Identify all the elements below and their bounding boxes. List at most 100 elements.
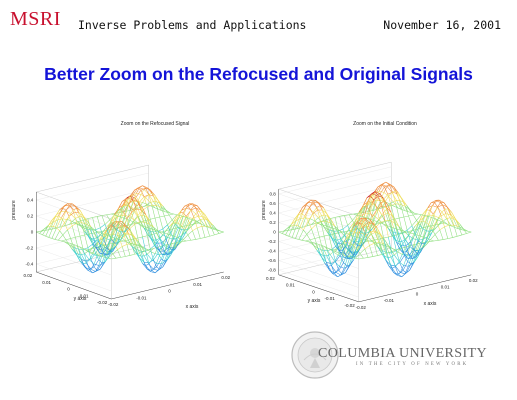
- mesh-line: [444, 222, 449, 225]
- mesh-line: [146, 206, 151, 220]
- mesh-line: [431, 200, 436, 203]
- mesh-line: [200, 218, 204, 220]
- mesh-line: [192, 213, 196, 219]
- mesh-line: [330, 218, 334, 232]
- mesh-line: [351, 243, 356, 256]
- mesh-line: [379, 193, 384, 198]
- mesh-line: [408, 263, 414, 267]
- mesh-line: [89, 237, 93, 244]
- mesh-line: [73, 208, 77, 210]
- mesh-line: [153, 195, 159, 201]
- mesh-line: [158, 245, 163, 248]
- mesh-line: [299, 226, 304, 231]
- mesh-line: [379, 234, 384, 244]
- mesh-line: [109, 249, 114, 255]
- mesh-line: [378, 242, 384, 244]
- mesh-line: [398, 254, 403, 262]
- mesh-line: [109, 237, 115, 252]
- mesh-line: [325, 218, 331, 221]
- mesh-line: [329, 270, 334, 275]
- mesh-line: [192, 227, 198, 232]
- mesh-line: [446, 206, 451, 215]
- mesh-line: [81, 254, 87, 264]
- mesh-line: [134, 250, 139, 255]
- mesh-line: [388, 236, 392, 253]
- mesh-line: [164, 244, 168, 255]
- mesh-line: [98, 256, 103, 266]
- mesh-line: [84, 266, 89, 271]
- mesh-line: [416, 220, 421, 226]
- mesh-line: [136, 244, 140, 247]
- x-tick-label: -0.01: [384, 298, 395, 303]
- mesh-line: [384, 255, 388, 258]
- mesh-line: [87, 248, 92, 252]
- mesh-line: [309, 207, 314, 215]
- mesh-line: [167, 212, 171, 214]
- mesh-line: [354, 232, 359, 234]
- mesh-line: [87, 244, 93, 248]
- mesh-line: [204, 214, 209, 221]
- mesh-line: [156, 205, 160, 218]
- mesh-line: [131, 220, 135, 225]
- mesh-line: [421, 214, 425, 216]
- z-tick-label: 0.2: [269, 220, 276, 225]
- mesh-line: [308, 202, 313, 210]
- mesh-line: [62, 234, 67, 240]
- mesh-line: [347, 220, 353, 226]
- plot-title: Zoom on the Refocused Signal: [121, 121, 190, 127]
- mesh-line: [165, 247, 170, 254]
- mesh-line: [110, 239, 115, 250]
- mesh-line: [182, 234, 189, 240]
- mesh-line: [292, 220, 297, 230]
- mesh-line: [200, 209, 204, 217]
- mesh-line: [56, 209, 60, 215]
- mesh-line: [346, 264, 351, 267]
- mesh-line: [178, 210, 182, 219]
- mesh-line: [146, 233, 151, 238]
- mesh-line: [409, 209, 415, 214]
- mesh-line: [187, 216, 193, 219]
- mesh-line: [145, 220, 150, 231]
- mesh-line: [297, 218, 302, 229]
- mesh-line: [354, 231, 359, 236]
- plot-title: Zoom on the Initial Condition: [353, 121, 417, 127]
- mesh-line: [109, 228, 114, 241]
- mesh-line: [107, 250, 112, 258]
- mesh-line: [371, 191, 376, 194]
- mesh-line: [295, 238, 299, 240]
- mesh-line: [318, 248, 323, 251]
- mesh-line: [153, 196, 157, 206]
- mesh-line: [305, 240, 309, 242]
- mesh-line: [45, 224, 49, 231]
- mesh-line: [370, 227, 376, 234]
- mesh-line: [386, 186, 393, 193]
- mesh-line: [392, 235, 397, 251]
- mesh-line: [195, 210, 199, 214]
- mesh-line: [453, 225, 458, 237]
- mesh-line: [195, 221, 199, 224]
- mesh-line: [173, 238, 178, 248]
- mesh-line: [82, 215, 87, 225]
- mesh-line: [395, 220, 400, 227]
- mesh-line: [316, 221, 321, 225]
- mesh-line: [343, 257, 348, 269]
- mesh-line: [100, 263, 104, 270]
- mesh-line: [121, 221, 126, 227]
- mesh-line: [293, 214, 299, 226]
- mesh-line: [388, 196, 394, 202]
- mesh-line: [362, 238, 367, 241]
- mesh-line: [92, 239, 98, 245]
- mesh-line: [82, 219, 87, 230]
- mesh-line: [341, 240, 346, 248]
- mesh-line: [200, 219, 206, 227]
- mesh-line: [321, 215, 327, 227]
- mesh-line: [341, 239, 346, 247]
- mesh-line: [117, 249, 121, 258]
- mesh-line: [148, 194, 154, 197]
- mesh-line: [161, 210, 165, 212]
- mesh-line: [311, 224, 317, 230]
- mesh-line: [120, 216, 124, 219]
- mesh-line: [457, 228, 462, 230]
- mesh-line: [79, 260, 84, 264]
- mesh-line: [336, 242, 341, 253]
